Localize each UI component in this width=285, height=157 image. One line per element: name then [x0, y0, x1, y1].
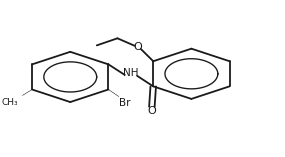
Text: Br: Br: [119, 98, 131, 108]
Text: O: O: [134, 42, 142, 52]
Text: O: O: [148, 106, 156, 116]
Text: CH₃: CH₃: [2, 98, 18, 107]
Text: NH: NH: [123, 68, 139, 78]
